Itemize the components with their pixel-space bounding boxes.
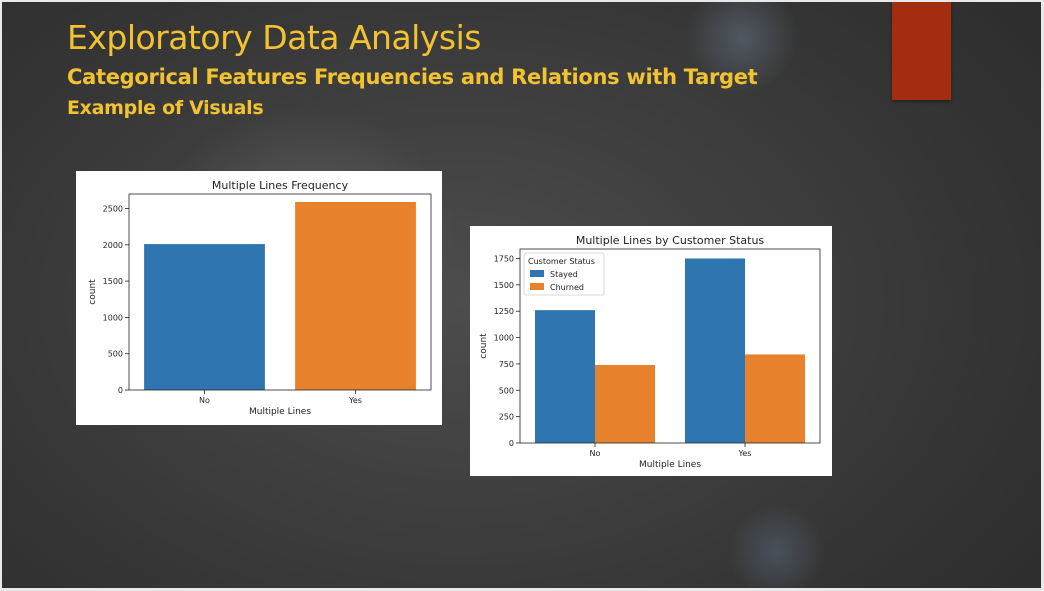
legend-label-churned: Churned bbox=[550, 283, 584, 292]
chart-multiple-lines-frequency: Multiple Lines Frequency 0 500 1000 1500 2000… bbox=[76, 171, 442, 425]
chart-title: Multiple Lines by Customer Status bbox=[576, 234, 765, 247]
bar-yes bbox=[295, 201, 416, 390]
chart-svg-frequency: Multiple Lines Frequency 0 500 1000 1500 2000… bbox=[88, 179, 432, 417]
bar-stayed-no bbox=[535, 310, 595, 443]
y-tick-label: 0 bbox=[118, 386, 123, 395]
y-tick-label: 1250 bbox=[494, 307, 514, 316]
y-tick-label: 1500 bbox=[494, 281, 514, 290]
bar-no bbox=[144, 244, 265, 390]
y-tick-label: 500 bbox=[108, 350, 123, 359]
legend-title: Customer Status bbox=[528, 257, 595, 266]
x-tick-label: No bbox=[199, 396, 210, 405]
y-tick-label: 2500 bbox=[103, 205, 123, 214]
bar-stayed-yes bbox=[685, 258, 745, 443]
x-axis-label: Multiple Lines bbox=[249, 407, 311, 417]
x-tick-label: Yes bbox=[348, 396, 362, 405]
legend-label-stayed: Stayed bbox=[550, 270, 578, 279]
y-axis-label: count bbox=[479, 333, 489, 359]
x-tick-label: Yes bbox=[738, 449, 752, 458]
bar-churned-no bbox=[595, 364, 655, 443]
slide-title: Exploratory Data Analysis bbox=[67, 18, 481, 57]
plot-frame bbox=[519, 248, 821, 444]
y-tick-label: 750 bbox=[499, 360, 514, 369]
legend-swatch-churned bbox=[530, 283, 544, 290]
y-tick-label: 500 bbox=[499, 386, 514, 395]
chart-svg-by-status: Multiple Lines by Customer Status 0 250 500… bbox=[479, 234, 821, 470]
bar-churned-yes bbox=[745, 354, 805, 443]
y-tick-label: 1750 bbox=[494, 254, 514, 263]
y-tick-label: 1500 bbox=[103, 277, 123, 286]
plot-frame bbox=[128, 193, 432, 391]
y-tick-label: 250 bbox=[499, 413, 514, 422]
accent-rectangle bbox=[892, 2, 951, 100]
slide-subtitle: Categorical Features Frequencies and Rel… bbox=[67, 65, 758, 89]
x-axis-label: Multiple Lines bbox=[639, 460, 701, 470]
y-tick-label: 2000 bbox=[103, 241, 123, 250]
chart-multiple-lines-by-status: Multiple Lines by Customer Status 0 250 500… bbox=[470, 226, 832, 476]
chart-title: Multiple Lines Frequency bbox=[212, 179, 349, 192]
legend-swatch-stayed bbox=[530, 270, 544, 277]
y-tick-label: 1000 bbox=[494, 334, 514, 343]
x-tick-label: No bbox=[590, 449, 601, 458]
slide-subtitle-secondary: Example of Visuals bbox=[67, 97, 264, 119]
y-tick-label: 0 bbox=[509, 439, 514, 448]
y-axis-label: count bbox=[88, 279, 98, 305]
y-tick-label: 1000 bbox=[103, 313, 123, 322]
